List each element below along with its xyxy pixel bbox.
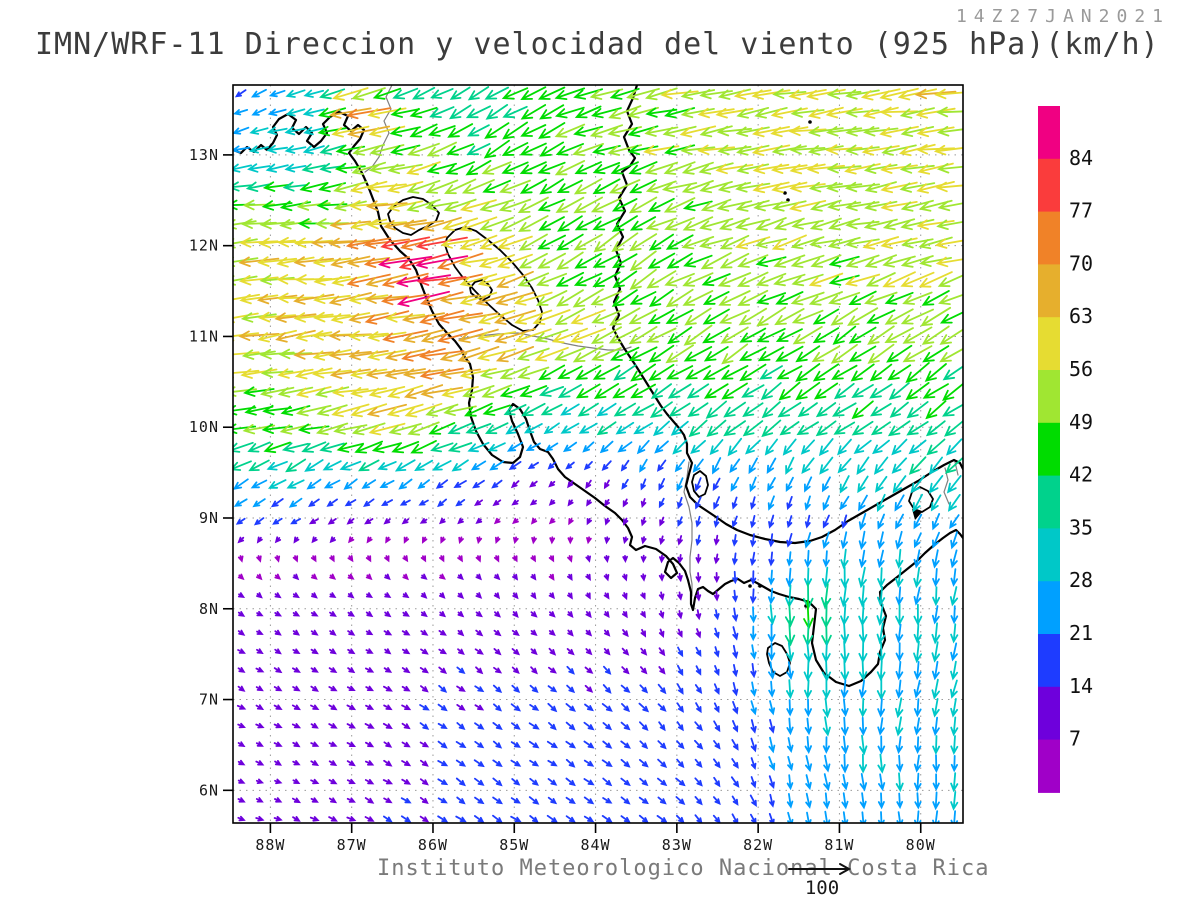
y-tick-label: 13N [189, 146, 219, 164]
colorbar-label: 49 [1069, 410, 1093, 434]
wind-arrow-field [233, 86, 963, 823]
y-tick-label: 9N [199, 509, 219, 527]
colorbar-label: 63 [1069, 304, 1093, 328]
chart-title: IMN/WRF-11 Direccion y velocidad del vie… [35, 27, 1160, 62]
x-tick-label: 85W [499, 836, 529, 854]
x-tick-label: 87W [337, 836, 367, 854]
x-tick-label: 81W [824, 836, 854, 854]
x-tick-label: 82W [743, 836, 773, 854]
colorbar-label: 42 [1069, 463, 1093, 487]
x-tick-label: 83W [662, 836, 692, 854]
colorbar-label: 84 [1069, 146, 1093, 170]
gridlines [233, 85, 963, 823]
x-tick-label: 84W [581, 836, 611, 854]
colorbar-label: 56 [1069, 357, 1093, 381]
colorbar-label: 35 [1069, 515, 1093, 539]
y-tick-label: 8N [199, 600, 219, 618]
colorbar: 84 77 70 63 56 49 42 35 28 21 14 7 [1038, 106, 1093, 793]
axes: 13N 12N 11N 10N 9N 8N 7N 6N 88W 87W 86W 85W 84W 83W 82… [189, 84, 964, 854]
reference-vector-arrow [788, 863, 852, 875]
footer-institution: Instituto Meteorologico Nacional Costa R… [377, 856, 990, 881]
y-tick-label: 11N [189, 327, 219, 345]
x-tick-label: 80W [906, 836, 936, 854]
colorbar-label: 14 [1069, 674, 1093, 698]
y-tick-label: 10N [189, 418, 219, 436]
y-tick-label: 12N [189, 237, 219, 255]
colorbar-label: 77 [1069, 199, 1093, 223]
x-tick-label: 88W [255, 836, 285, 854]
y-tick-label: 7N [199, 691, 219, 709]
reference-vector-label: 100 [804, 877, 840, 899]
colorbar-label: 70 [1069, 251, 1093, 275]
run-timestamp: 14Z27JAN2021 [955, 6, 1170, 27]
colorbar-label: 28 [1069, 568, 1093, 592]
y-tick-label: 6N [199, 781, 219, 799]
colorbar-label: 7 [1069, 727, 1081, 751]
x-tick-label: 86W [418, 836, 448, 854]
colorbar-label: 21 [1069, 621, 1093, 645]
